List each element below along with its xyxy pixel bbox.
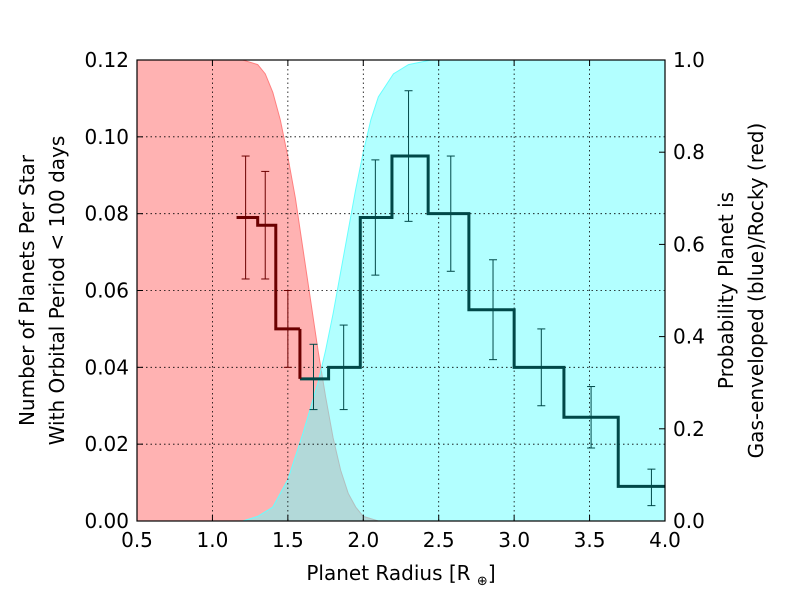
y2-axis-label-line: Probability Planet is (714, 192, 738, 389)
series-line-gas-occurrence (299, 154, 665, 488)
y2-tick-label: 0.4 (673, 325, 705, 349)
x-tick-label: 4.0 (649, 528, 681, 552)
y-tick-label: 0.12 (84, 48, 129, 72)
y-tick-label: 0.04 (84, 355, 129, 379)
x-tick-label: 0.5 (121, 528, 153, 552)
x-axis-label-close: ] (488, 561, 496, 585)
gas-probability-area (137, 59, 666, 522)
x-tick-label: 3.0 (498, 528, 530, 552)
x-axis-label-subscript: ⊕ (477, 574, 488, 589)
x-axis-label-text: Planet Radius [R (306, 561, 477, 585)
x-tick-label: 1.0 (197, 528, 229, 552)
error-bars (241, 90, 656, 507)
y-tick-label: 0.10 (84, 125, 129, 149)
y-axis-label-line: Number of Planets Per Star (15, 154, 39, 426)
axis-labels: Planet Radius [R ⊕] Number of Planets Per… (15, 123, 768, 589)
y-tick-label: 0.06 (84, 279, 129, 303)
probability-fills (136, 59, 666, 522)
x-axis-label: Planet Radius [R ⊕] (306, 561, 495, 589)
x-tick-label: 2.5 (423, 528, 455, 552)
y-tick-label: 0.00 (84, 509, 129, 533)
y2-axis-label-line: Gas-enveloped (blue)/Rocky (red) (744, 123, 768, 459)
ticks: 0.5 1.0 1.5 2.0 2.5 3.0 3.5 4.0 0.00 0.02 0.04 0.06… (84, 48, 704, 552)
y-tick-label: 0.08 (84, 202, 129, 226)
y2-tick-label: 0.0 (673, 509, 705, 533)
series-line-rocky-occurrence (236, 216, 300, 331)
x-tick-label: 3.5 (574, 528, 606, 552)
y-tick-label: 0.02 (84, 432, 129, 456)
y2-tick-label: 0.8 (673, 140, 705, 164)
y2-tick-label: 1.0 (673, 48, 705, 72)
y-axis-label-line: With Orbital Period < 100 days (45, 136, 69, 446)
histogram-series (236, 154, 665, 488)
x-tick-label: 1.5 (272, 528, 304, 552)
x-tick-label: 2.0 (347, 528, 379, 552)
y2-tick-label: 0.6 (673, 232, 705, 256)
y2-tick-label: 0.2 (673, 417, 705, 441)
